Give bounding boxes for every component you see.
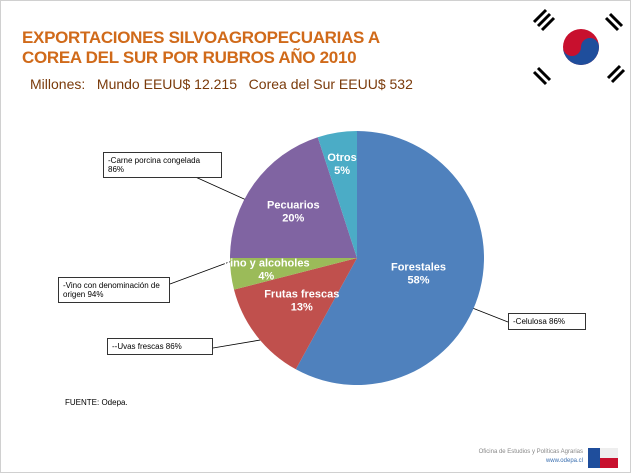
annotation: -Vino con denominación de origen 94% xyxy=(58,277,170,303)
korea-flag xyxy=(532,8,626,86)
slice-label: Forestales xyxy=(391,262,446,274)
pie-slice xyxy=(233,258,357,370)
subtitle: Millones: Mundo EEUU$ 12.215 Corea del S… xyxy=(30,76,413,92)
footer-url: www.odepa.cl xyxy=(545,458,583,464)
title-line: EXPORTACIONES SILVOAGROPECUARIAS A xyxy=(22,28,380,47)
slice-value: 58% xyxy=(407,275,429,287)
pie-slice xyxy=(317,131,357,258)
slice-value: 4% xyxy=(258,270,274,282)
slice-value: 13% xyxy=(291,302,313,314)
slice-label: Pecuarios xyxy=(267,200,320,212)
slice-label: Otros xyxy=(327,152,356,164)
pie-slice xyxy=(230,258,357,290)
pie-slice xyxy=(295,131,484,385)
title-line: COREA DEL SUR POR RUBROS AÑO 2010 xyxy=(22,48,357,67)
source: FUENTE: Odepa. xyxy=(65,398,128,407)
footer-text: Oficina de Estudios y Políticas Agrarias xyxy=(478,449,583,455)
annotation: -Carne porcina congelada 86% xyxy=(103,152,222,178)
slice-label: Frutas frescas xyxy=(264,289,339,301)
slice-label: Vino y alcoholes xyxy=(223,257,310,269)
footer-logo xyxy=(588,448,618,468)
annotation: -Celulosa 86% xyxy=(508,313,586,330)
pie-slice xyxy=(230,137,357,258)
annotation: --Uvas frescas 86% xyxy=(107,338,213,355)
slice-value: 20% xyxy=(282,213,304,225)
slice-value: 5% xyxy=(334,165,350,177)
